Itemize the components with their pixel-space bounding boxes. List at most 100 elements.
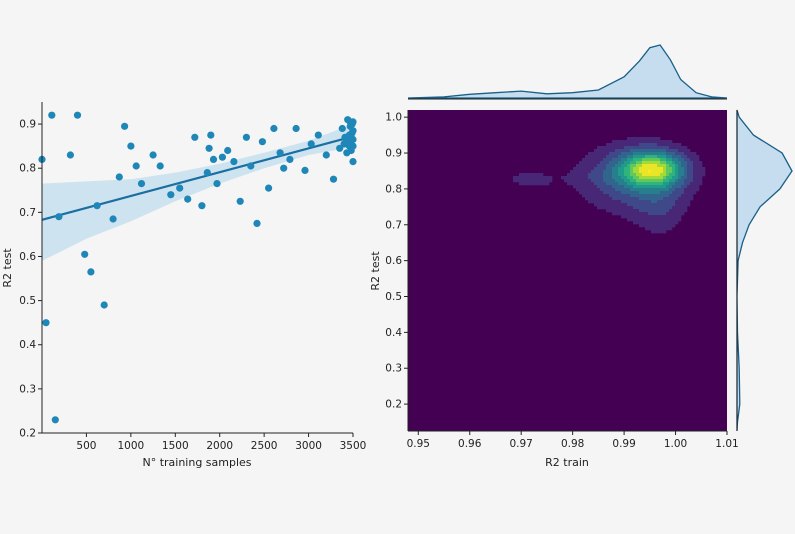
- scatter-point: [341, 133, 349, 141]
- kde-cell: [657, 200, 661, 204]
- kde-cell: [624, 164, 628, 168]
- kde-cell: [678, 176, 682, 180]
- kde-cell: [681, 194, 685, 198]
- kde-cell: [633, 149, 637, 153]
- kde-cell: [594, 194, 598, 198]
- scatter-point: [137, 180, 146, 188]
- kde-cell: [618, 161, 622, 165]
- kde-cell: [573, 182, 577, 186]
- kde-cell: [612, 167, 616, 171]
- kde-cell: [588, 170, 592, 174]
- kde-cell: [642, 206, 646, 210]
- kde-cell: [585, 170, 589, 174]
- kde-cell: [672, 224, 676, 228]
- kde-cell: [597, 194, 601, 198]
- kde-cell: [624, 209, 628, 213]
- kde-cell: [618, 173, 622, 177]
- kde-cell: [531, 176, 535, 180]
- kde-cell: [675, 185, 679, 189]
- kde-cell: [606, 173, 610, 177]
- kde-cell: [540, 182, 544, 186]
- kde-cell: [546, 182, 550, 186]
- kde-cell: [633, 140, 637, 144]
- kde-cell: [624, 170, 628, 174]
- kde-cell: [591, 161, 595, 165]
- kde-cell: [618, 140, 622, 144]
- kde-cell: [618, 149, 622, 153]
- scatter-point: [184, 195, 192, 203]
- kde-cell: [606, 179, 610, 183]
- kde-cell: [636, 158, 640, 162]
- kde-cell: [576, 188, 580, 192]
- kde-cell: [621, 152, 625, 156]
- kde-cell: [588, 182, 592, 186]
- kde-cell: [603, 161, 607, 165]
- kde-cell: [660, 179, 664, 183]
- right-y-tick-label: 0.2: [385, 399, 402, 411]
- kde-cell: [642, 221, 646, 225]
- kde-cell: [648, 206, 652, 210]
- kde-cell: [585, 188, 589, 192]
- kde-cell: [663, 149, 667, 153]
- kde-cell: [630, 170, 634, 174]
- right-x-tick-label: 0.98: [561, 438, 584, 450]
- kde-cell: [615, 179, 619, 183]
- kde-cell: [648, 212, 652, 216]
- kde-cell: [663, 215, 667, 219]
- kde-cell: [657, 191, 661, 195]
- kde-cell: [651, 158, 655, 162]
- kde-cell: [579, 182, 583, 186]
- kde-cell: [660, 143, 664, 147]
- kde-cell: [630, 194, 634, 198]
- kde-cell: [546, 179, 550, 183]
- kde-cell: [597, 149, 601, 153]
- kde-cell: [615, 170, 619, 174]
- kde-cell: [528, 182, 532, 186]
- kde-cell: [615, 212, 619, 216]
- kde-cell: [606, 203, 610, 207]
- kde-cell: [633, 188, 637, 192]
- kde-cell: [636, 167, 640, 171]
- kde-cell: [663, 200, 667, 204]
- kde-cell: [642, 170, 646, 174]
- kde-cell: [645, 158, 649, 162]
- kde-cell: [654, 179, 658, 183]
- kde-cell: [639, 209, 643, 213]
- kde-cell: [576, 167, 580, 171]
- kde-cell: [648, 149, 652, 153]
- kde-cell: [588, 161, 592, 165]
- kde-cell: [633, 179, 637, 183]
- kde-cell: [606, 161, 610, 165]
- kde-cell: [645, 218, 649, 222]
- kde-cell: [699, 170, 703, 174]
- scatter-point: [176, 184, 184, 192]
- kde-cell: [606, 209, 610, 213]
- kde-cell: [681, 209, 685, 213]
- kde-cell: [672, 212, 676, 216]
- kde-cell: [672, 218, 676, 222]
- kde-cell: [681, 206, 685, 210]
- kde-cell: [666, 167, 670, 171]
- kde-cell: [645, 191, 649, 195]
- kde-cell: [693, 161, 697, 165]
- kde-cell: [609, 188, 613, 192]
- kde-cell: [657, 206, 661, 210]
- kde-cell: [684, 173, 688, 177]
- kde-cell: [678, 209, 682, 213]
- scatter-point: [230, 158, 238, 166]
- kde-cell: [699, 173, 703, 177]
- kde-cell: [687, 167, 691, 171]
- kde-cell: [627, 206, 631, 210]
- kde-cell: [600, 176, 604, 180]
- scatter-point: [87, 268, 95, 276]
- kde-cell: [627, 164, 631, 168]
- kde-cell: [609, 161, 613, 165]
- kde-cell: [660, 155, 664, 159]
- kde-cell: [573, 185, 577, 189]
- kde-cell: [672, 179, 676, 183]
- kde-cell: [666, 215, 670, 219]
- kde-cell: [606, 197, 610, 201]
- scatter-point: [115, 173, 123, 181]
- left-y-tick-label: 0.7: [19, 207, 36, 219]
- kde-cell: [642, 197, 646, 201]
